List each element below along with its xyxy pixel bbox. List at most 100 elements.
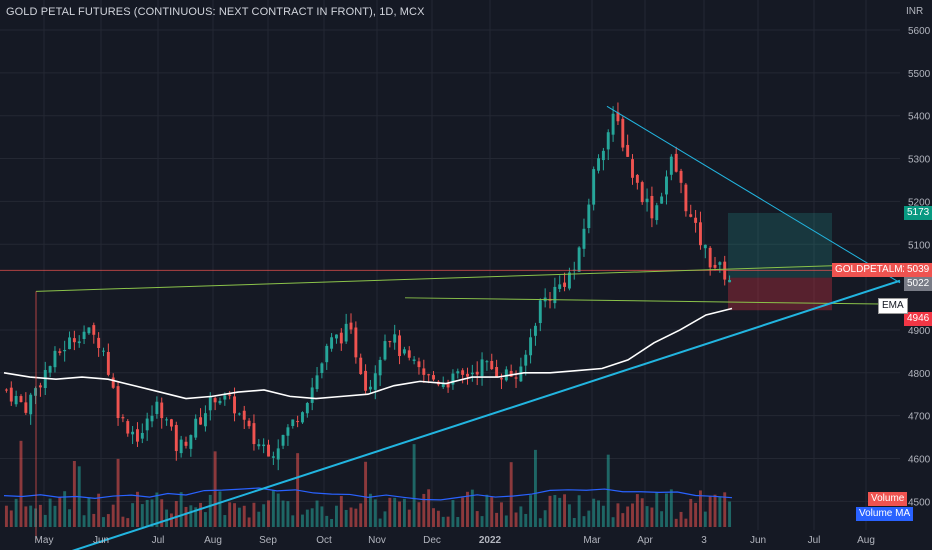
volume-bar bbox=[650, 507, 654, 527]
candle-body bbox=[145, 418, 149, 431]
volume-bar bbox=[228, 502, 232, 527]
candle-body bbox=[446, 383, 450, 388]
candle-body bbox=[140, 432, 144, 439]
candle-body bbox=[150, 415, 154, 422]
volume-bar bbox=[19, 440, 23, 527]
volume-bar bbox=[500, 502, 503, 527]
loss-zone bbox=[728, 277, 832, 311]
candle-body bbox=[315, 375, 319, 390]
volume-bar bbox=[631, 503, 634, 527]
candle-body bbox=[24, 402, 28, 413]
candle-body bbox=[199, 417, 203, 425]
volume-bar bbox=[373, 499, 377, 527]
volume-bar bbox=[286, 501, 290, 527]
volume-bar bbox=[548, 495, 552, 527]
volume-bar bbox=[281, 500, 285, 527]
volume-bar bbox=[713, 494, 717, 527]
candle-body bbox=[4, 389, 8, 391]
candle-body bbox=[432, 375, 435, 380]
volume-bar bbox=[310, 508, 314, 527]
x-tick-label: May bbox=[35, 535, 54, 546]
volume-bar bbox=[655, 492, 659, 527]
symbol-tag: GOLDPETALM2022 bbox=[832, 263, 928, 277]
candle-body bbox=[189, 435, 193, 449]
candle-body bbox=[165, 419, 169, 421]
candle-body bbox=[563, 282, 567, 287]
candle-body bbox=[606, 132, 610, 150]
volume-bar bbox=[558, 497, 562, 527]
candle-body bbox=[713, 264, 717, 268]
volume-bar bbox=[524, 513, 528, 527]
volume-bar bbox=[344, 509, 348, 527]
volume-bar bbox=[451, 500, 455, 527]
profit-zone bbox=[728, 212, 832, 278]
volume-bar bbox=[301, 514, 304, 527]
candle-body bbox=[320, 363, 324, 374]
candle-body bbox=[262, 444, 266, 447]
candle-body bbox=[689, 214, 693, 217]
candle-body bbox=[368, 386, 372, 390]
candle-body bbox=[281, 434, 285, 446]
volume-bar bbox=[72, 460, 76, 527]
candle-body bbox=[247, 420, 251, 427]
currency-label: INR bbox=[906, 6, 924, 17]
candle-body bbox=[373, 373, 377, 390]
candle-body bbox=[68, 337, 71, 350]
candle-body bbox=[669, 156, 673, 175]
y-tick-label: 5100 bbox=[908, 240, 931, 251]
candle-body bbox=[417, 361, 421, 368]
volume-bar bbox=[723, 492, 727, 527]
x-tick-label: 3 bbox=[701, 535, 707, 546]
candle-body bbox=[106, 351, 110, 375]
volume-bar bbox=[514, 512, 518, 527]
candle-body bbox=[208, 396, 212, 411]
candle-body bbox=[407, 350, 411, 358]
y-tick-label: 5500 bbox=[908, 69, 931, 80]
volume-bar bbox=[587, 510, 591, 527]
x-tick-label: Jul bbox=[152, 535, 165, 546]
candle-body bbox=[257, 444, 261, 447]
candle-body bbox=[233, 396, 236, 414]
volume-bar bbox=[582, 516, 586, 527]
volume-bar bbox=[87, 497, 91, 527]
volume-bar bbox=[349, 507, 353, 527]
volume-bar bbox=[718, 496, 722, 527]
candle-body bbox=[495, 366, 499, 378]
volume-bar bbox=[53, 505, 57, 527]
volume-bar bbox=[728, 501, 732, 527]
candle-body bbox=[301, 412, 304, 423]
candle-body bbox=[645, 198, 649, 203]
candle-body bbox=[577, 247, 581, 272]
candle-body bbox=[38, 385, 42, 388]
volume-bar bbox=[43, 514, 47, 527]
volume-bar bbox=[533, 449, 537, 527]
volume-bar bbox=[378, 518, 382, 527]
volume-bar bbox=[635, 494, 639, 527]
candle-body bbox=[529, 337, 533, 356]
candle-body bbox=[354, 327, 358, 358]
candle-body bbox=[684, 184, 688, 212]
descending-trendline bbox=[606, 105, 901, 284]
candle-body bbox=[441, 383, 445, 388]
candle-body bbox=[271, 456, 275, 458]
candle-body bbox=[679, 170, 683, 183]
stop-price-label: 4946 bbox=[904, 312, 932, 326]
volume-bar bbox=[38, 504, 42, 527]
volume-bar bbox=[538, 518, 542, 527]
y-tick-label: 5400 bbox=[908, 112, 931, 123]
volume-bar bbox=[106, 514, 110, 527]
volume-bar bbox=[480, 516, 484, 527]
volume-bar bbox=[48, 498, 52, 527]
candle-body bbox=[558, 284, 562, 289]
candle-body bbox=[194, 418, 198, 438]
volume-bar bbox=[131, 503, 135, 527]
volume-bar bbox=[601, 505, 605, 527]
volume-bar bbox=[567, 504, 571, 527]
candle-body bbox=[111, 377, 115, 388]
close-price-label: 5022 bbox=[904, 277, 932, 291]
candle-body bbox=[660, 196, 664, 204]
volume-bar bbox=[577, 495, 581, 527]
volume-ma-line bbox=[3, 487, 733, 501]
